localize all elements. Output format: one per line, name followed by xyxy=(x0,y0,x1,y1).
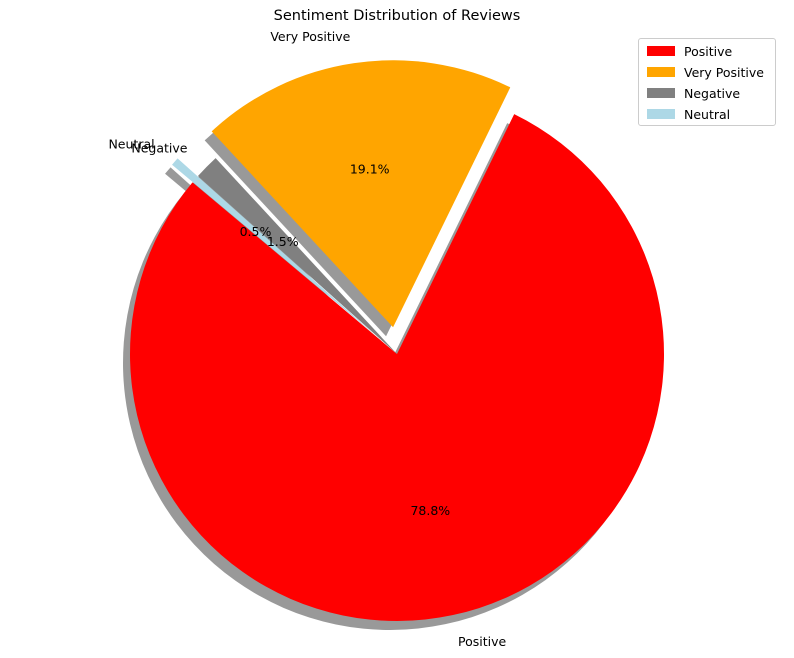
pct-label-neutral: 0.5% xyxy=(240,224,272,239)
legend-label-negative: Negative xyxy=(684,85,741,101)
category-label-negative: Negative xyxy=(131,141,187,156)
legend-swatch-positive xyxy=(647,46,675,56)
legend-label-positive: Positive xyxy=(684,43,733,59)
legend-item-negative: Negative xyxy=(647,83,740,103)
legend-swatch-negative xyxy=(647,88,675,98)
legend: Positive Very Positive Negative Neutral xyxy=(638,38,776,126)
slice-neutral xyxy=(172,158,377,337)
pct-label-very-positive: 19.1% xyxy=(350,161,390,176)
category-label-very-positive: Very Positive xyxy=(270,29,350,44)
pct-label-negative: 1.5% xyxy=(267,234,299,249)
legend-swatch-neutral xyxy=(647,109,675,119)
legend-swatch-very-positive xyxy=(647,67,675,77)
category-label-positive: Positive xyxy=(458,634,506,649)
slice-negative xyxy=(197,158,397,354)
legend-item-neutral: Neutral xyxy=(647,104,730,124)
legend-label-neutral: Neutral xyxy=(684,106,731,122)
chart-title: Sentiment Distribution of Reviews xyxy=(273,8,521,24)
pie-labels: 78.8% Positive 19.1% Very Positive 1.5% Negat… xyxy=(108,29,506,649)
slice-positive xyxy=(130,114,665,622)
legend-item-positive: Positive xyxy=(647,41,732,61)
pct-label-positive: 78.8% xyxy=(410,503,450,518)
legend-item-very-positive: Very Positive xyxy=(647,62,764,82)
category-label-neutral: Neutral xyxy=(108,137,154,152)
pie-slices xyxy=(130,60,665,622)
slice-very-positive xyxy=(211,60,511,328)
legend-label-very-positive: Very Positive xyxy=(684,64,764,80)
